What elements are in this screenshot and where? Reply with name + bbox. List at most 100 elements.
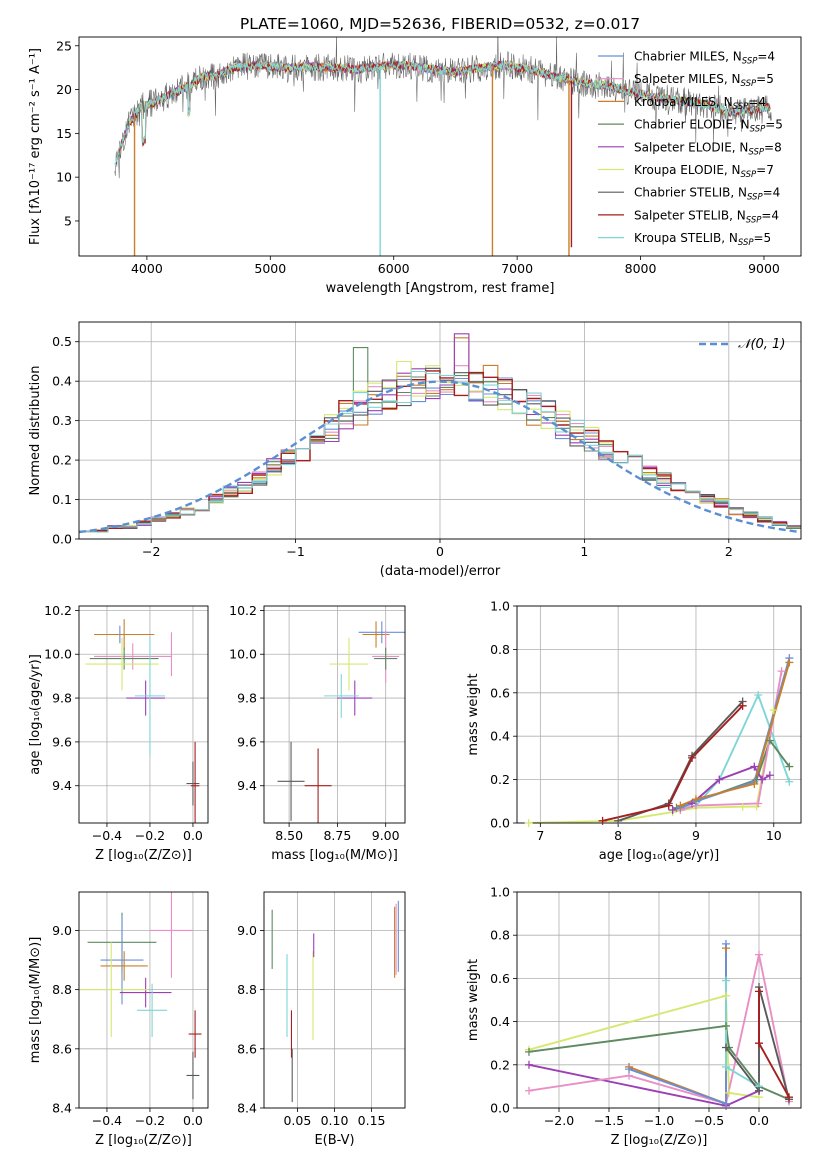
x-tick-label: 8.75	[323, 828, 351, 843]
y-tick-label: 9.4	[52, 778, 72, 793]
x-tick-label: 8.50	[275, 828, 303, 843]
legend-subscript: SSP	[750, 125, 766, 135]
legend-subscript: SSP	[741, 170, 757, 180]
y-tick-label: 25	[56, 38, 72, 53]
y-tick-label: 1.0	[490, 885, 510, 900]
x-axis-label: wavelength [Angstrom, rest frame]	[326, 281, 555, 296]
y-tick-label: 8.6	[52, 1041, 72, 1056]
x-tick-label: −2	[142, 544, 160, 559]
weight-marker-chabrier-elodie	[785, 762, 794, 771]
x-tick-label: 5000	[254, 261, 286, 276]
axes-frame	[78, 36, 802, 257]
y-tick-label: 10.2	[44, 603, 72, 618]
panel-mass-vs-z: −0.4 −0.2 0.0 8.4 8.6 8.8 9.0 Z [log₁₀(Z/Z⊙)] ma…	[28, 891, 209, 1148]
legend-label: Kroupa MILES, N	[634, 95, 733, 109]
x-tick-label: 0.0	[183, 1113, 203, 1128]
x-axis-label: age [log₁₀(age/yr)]	[599, 848, 720, 863]
x-tick-label: 2	[725, 544, 733, 559]
x-tick-label: −0.2	[135, 1113, 165, 1128]
x-tick-label: −1.5	[594, 1113, 624, 1128]
y-tick-label: 15	[56, 126, 72, 141]
legend-entry-6: Chabrier STELIB, NSSP=4	[634, 186, 780, 203]
legend-subscript: SSP	[746, 215, 762, 225]
x-tick-label: −0.4	[92, 1113, 122, 1128]
weight-line-kroupa-miles	[680, 662, 791, 807]
weight-marker-salpeter-elodie	[715, 775, 724, 784]
x-tick-label: 7	[536, 828, 544, 843]
y-tick-label: 10.0	[44, 647, 72, 662]
legend-entry-4: Salpeter ELODIE, NSSP=8	[634, 140, 782, 157]
y-axis-label: Flux [fλ10⁻¹⁷ erg cm⁻² s⁻¹ A⁻¹]	[28, 48, 43, 245]
x-tick-label: 0.15	[358, 1113, 386, 1128]
legend-entry-0: Chabrier MILES, NSSP=4	[634, 50, 775, 67]
y-tick-label: 0.8	[490, 928, 510, 943]
y-tick-label: 0.2	[52, 453, 72, 468]
panel-spectrum: 4000 5000 6000 7000 8000 9000 5 10 15 20 25 wavelen…	[28, 36, 802, 296]
x-tick-label: 8	[614, 828, 622, 843]
y-tick-label: 9.0	[237, 923, 257, 938]
legend-subscript: SSP	[747, 193, 763, 203]
legend-label-normal: 𝒩(0, 1)	[738, 337, 785, 352]
y-tick-label: 8.4	[52, 1101, 72, 1116]
y-tick-label: 8.6	[237, 1041, 257, 1056]
y-tick-label: 9.0	[52, 923, 72, 938]
y-tick-label: 0.0	[52, 532, 72, 547]
legend-suffix: =4	[761, 208, 779, 222]
legend-suffix: =4	[757, 50, 775, 64]
y-tick-label: 0.2	[490, 772, 510, 787]
legend-label: Salpeter MILES, N	[634, 72, 741, 86]
weight-marker-salpeter-stelib	[738, 701, 747, 710]
weight-marker-chabrier-stelib	[722, 1043, 730, 1052]
y-tick-label: 1.0	[490, 599, 510, 614]
weight-marker-salpeter-stelib	[755, 1039, 763, 1048]
weight-marker-chabrier-elodie	[525, 1047, 533, 1056]
y-tick-label: 9.4	[237, 778, 257, 793]
weight-marker-kroupa-elodie	[725, 1088, 733, 1097]
legend-suffix: =4	[748, 95, 766, 109]
legend-label: Chabrier MILES, N	[634, 50, 742, 64]
panel-residuals: −2 −1 0 1 2 0.0 0.1 0.2 0.3 0.4 0.5 (data-model)/er…	[28, 321, 802, 579]
y-axis-label: mass weight	[466, 959, 481, 1041]
weight-marker-kroupa-stelib	[785, 777, 794, 786]
x-axis-label: Z [log₁₀(Z/Z⊙)]	[95, 848, 192, 863]
weight-marker-chabrier-elodie	[722, 1021, 730, 1030]
weight-marker-chabrier-miles	[722, 1099, 730, 1108]
x-tick-label: 10	[766, 828, 782, 843]
legend-label: Salpeter ELODIE, N	[634, 140, 748, 154]
weight-marker-chabrier-miles	[625, 1065, 633, 1074]
axes-frame	[516, 605, 802, 824]
y-tick-label: 0.5	[52, 334, 72, 349]
x-tick-label: −0.2	[135, 828, 165, 843]
legend-suffix: =7	[756, 163, 774, 177]
legend-subscript: SSP	[748, 147, 764, 157]
weight-line-salpeter-stelib	[602, 705, 744, 822]
x-tick-label: 9.00	[372, 828, 400, 843]
y-tick-label: 0.0	[490, 1101, 510, 1116]
legend-suffix: =5	[756, 72, 774, 86]
y-tick-label: 5	[64, 213, 72, 228]
weight-marker-kroupa-elodie	[722, 991, 730, 1000]
legend-label: Chabrier ELODIE, N	[634, 118, 750, 132]
x-axis-label: mass [log₁₀(M/M⊙)]	[271, 848, 398, 863]
plot-area	[79, 892, 202, 1100]
weight-marker-chabrier-stelib	[755, 1086, 763, 1095]
weight-marker-kroupa-elodie	[769, 706, 778, 715]
weight-marker-kroupa-miles	[676, 801, 685, 810]
y-tick-label: 0.0	[490, 816, 510, 831]
spectrum-line-kroupa-stelib	[114, 59, 771, 166]
weight-marker-kroupa-stelib	[722, 1062, 730, 1071]
x-tick-label: 1	[580, 544, 588, 559]
legend-suffix: =5	[754, 231, 772, 245]
x-tick-label: 0.0	[749, 1113, 769, 1128]
legend-suffix: =5	[765, 118, 783, 132]
weight-marker-chabrier-stelib	[614, 816, 623, 825]
x-tick-label: 9	[692, 828, 700, 843]
plot-area	[277, 621, 405, 823]
x-axis-label: E(B-V)	[314, 1133, 354, 1148]
legend-label: Salpeter STELIB, N	[634, 208, 746, 222]
weight-marker-chabrier-miles	[722, 939, 730, 948]
x-tick-label: −0.5	[694, 1113, 724, 1128]
axes-frame	[263, 605, 406, 824]
legend-entry-3: Chabrier ELODIE, NSSP=5	[634, 118, 783, 135]
